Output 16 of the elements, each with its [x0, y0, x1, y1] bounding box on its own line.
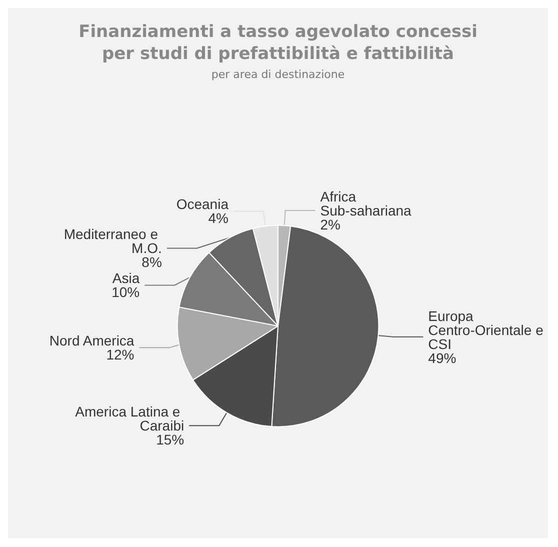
chart-subtitle: per area di destinazione [211, 68, 345, 81]
slice-label: Mediterraneo e M.O. [64, 226, 162, 256]
chart-title: Finanziamenti a tasso agevolato concessi per studi di prefattibilità e fattibilità [78, 22, 478, 64]
data-label: 49% [428, 350, 456, 366]
slice-label: Europa Centro-Orientale e CSI [428, 308, 548, 352]
slice-label: Oceania [176, 196, 229, 212]
slice-label: Nord America [49, 332, 134, 349]
slice-label: America Latina e Caraibi [75, 404, 184, 434]
data-label: 10% [112, 284, 140, 300]
data-label: 4% [208, 210, 228, 226]
data-label: 8% [142, 254, 162, 270]
data-label: 2% [320, 216, 340, 233]
slice-label: Africa Sub-sahariana [320, 188, 412, 219]
data-label: 12% [106, 346, 134, 363]
slice-label: Asia [112, 270, 140, 286]
data-label: 15% [156, 432, 184, 448]
